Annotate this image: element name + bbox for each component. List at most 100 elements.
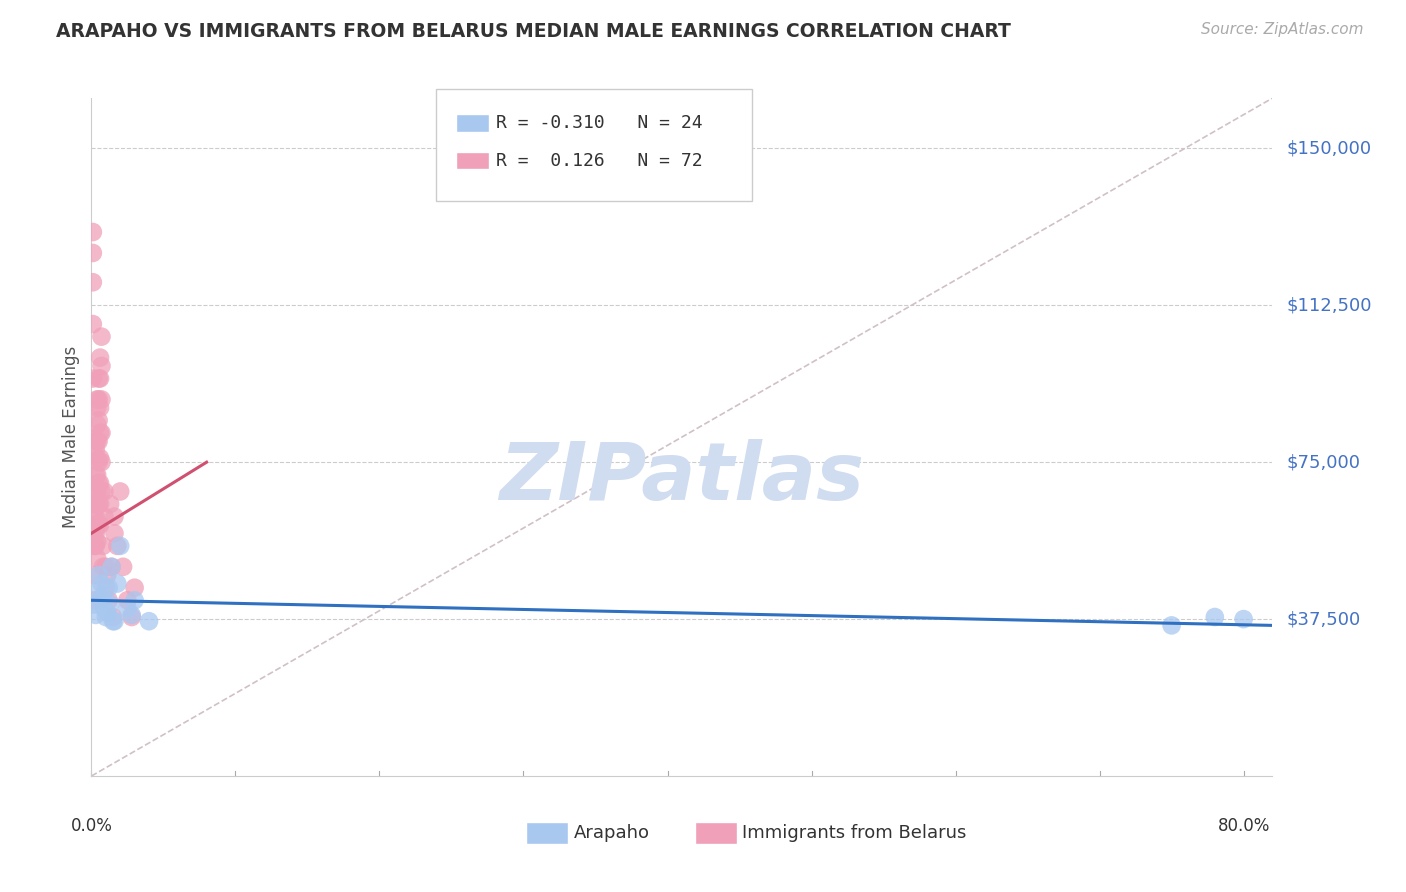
Point — [86, 534, 108, 549]
Point — [89, 450, 111, 465]
Point — [91, 539, 114, 553]
Point — [101, 614, 124, 628]
Point — [124, 581, 146, 595]
Point — [108, 484, 131, 499]
Point — [90, 484, 112, 499]
Point — [86, 417, 108, 432]
Point — [89, 351, 111, 365]
Point — [86, 392, 108, 407]
Point — [84, 497, 107, 511]
Point — [90, 576, 112, 591]
Text: $150,000: $150,000 — [1286, 139, 1371, 157]
Point — [87, 455, 110, 469]
Text: Source: ZipAtlas.com: Source: ZipAtlas.com — [1201, 22, 1364, 37]
Point — [82, 497, 104, 511]
Point — [87, 568, 110, 582]
Point — [93, 601, 115, 615]
Point — [84, 607, 107, 622]
Y-axis label: Median Male Earnings: Median Male Earnings — [62, 346, 80, 528]
Point — [83, 539, 105, 553]
Point — [98, 497, 121, 511]
Text: $37,500: $37,500 — [1286, 610, 1361, 628]
Text: Arapaho: Arapaho — [574, 824, 650, 842]
Point — [87, 518, 110, 533]
Point — [83, 598, 105, 612]
Point — [121, 610, 143, 624]
Point — [94, 610, 117, 624]
Point — [93, 509, 115, 524]
Point — [89, 401, 111, 415]
Point — [82, 246, 104, 260]
Point — [105, 576, 128, 591]
Text: Immigrants from Belarus: Immigrants from Belarus — [742, 824, 967, 842]
Point — [86, 518, 108, 533]
Point — [84, 539, 107, 553]
Point — [1233, 612, 1256, 626]
Point — [103, 614, 125, 628]
Point — [84, 509, 107, 524]
Point — [86, 484, 108, 499]
Point — [83, 509, 105, 524]
Point — [90, 425, 112, 440]
Point — [121, 607, 143, 622]
Point — [96, 606, 118, 620]
Point — [86, 585, 108, 599]
Point — [93, 484, 115, 499]
Point — [90, 359, 112, 373]
Point — [100, 559, 122, 574]
Point — [86, 551, 108, 566]
Point — [89, 425, 111, 440]
Point — [94, 559, 117, 574]
Text: $112,500: $112,500 — [1286, 296, 1372, 314]
Point — [83, 568, 105, 582]
Point — [83, 526, 105, 541]
Point — [90, 329, 112, 343]
Point — [124, 593, 146, 607]
Point — [84, 434, 107, 449]
Point — [84, 484, 107, 499]
Text: 80.0%: 80.0% — [1218, 817, 1270, 835]
Point — [89, 476, 111, 491]
Point — [89, 593, 111, 607]
Point — [87, 392, 110, 407]
Point — [87, 371, 110, 385]
Point — [117, 593, 139, 607]
Point — [101, 610, 124, 624]
Point — [86, 497, 108, 511]
Point — [90, 392, 112, 407]
Point — [1160, 618, 1182, 632]
Point — [112, 559, 135, 574]
Point — [82, 225, 104, 239]
Point — [90, 455, 112, 469]
Point — [82, 275, 104, 289]
Text: ARAPAHO VS IMMIGRANTS FROM BELARUS MEDIAN MALE EARNINGS CORRELATION CHART: ARAPAHO VS IMMIGRANTS FROM BELARUS MEDIA… — [56, 22, 1011, 41]
Point — [87, 413, 110, 427]
Text: R =  0.126   N = 72: R = 0.126 N = 72 — [496, 152, 703, 169]
Point — [91, 559, 114, 574]
Point — [86, 434, 108, 449]
Point — [98, 598, 121, 612]
Point — [91, 589, 114, 603]
Point — [1204, 610, 1226, 624]
Point — [103, 509, 125, 524]
Point — [108, 539, 131, 553]
Point — [87, 434, 110, 449]
Point — [105, 539, 128, 553]
Point — [83, 518, 105, 533]
Point — [84, 467, 107, 482]
Text: ZIPatlas: ZIPatlas — [499, 439, 865, 516]
Point — [83, 593, 105, 607]
Point — [97, 593, 120, 607]
Point — [87, 476, 110, 491]
Point — [86, 401, 108, 415]
Point — [84, 442, 107, 457]
Point — [138, 614, 160, 628]
Point — [97, 581, 120, 595]
Point — [86, 467, 108, 482]
Point — [89, 518, 111, 533]
Text: R = -0.310   N = 24: R = -0.310 N = 24 — [496, 114, 703, 132]
Text: 0.0%: 0.0% — [70, 817, 112, 835]
Point — [84, 526, 107, 541]
Point — [87, 497, 110, 511]
Point — [89, 371, 111, 385]
